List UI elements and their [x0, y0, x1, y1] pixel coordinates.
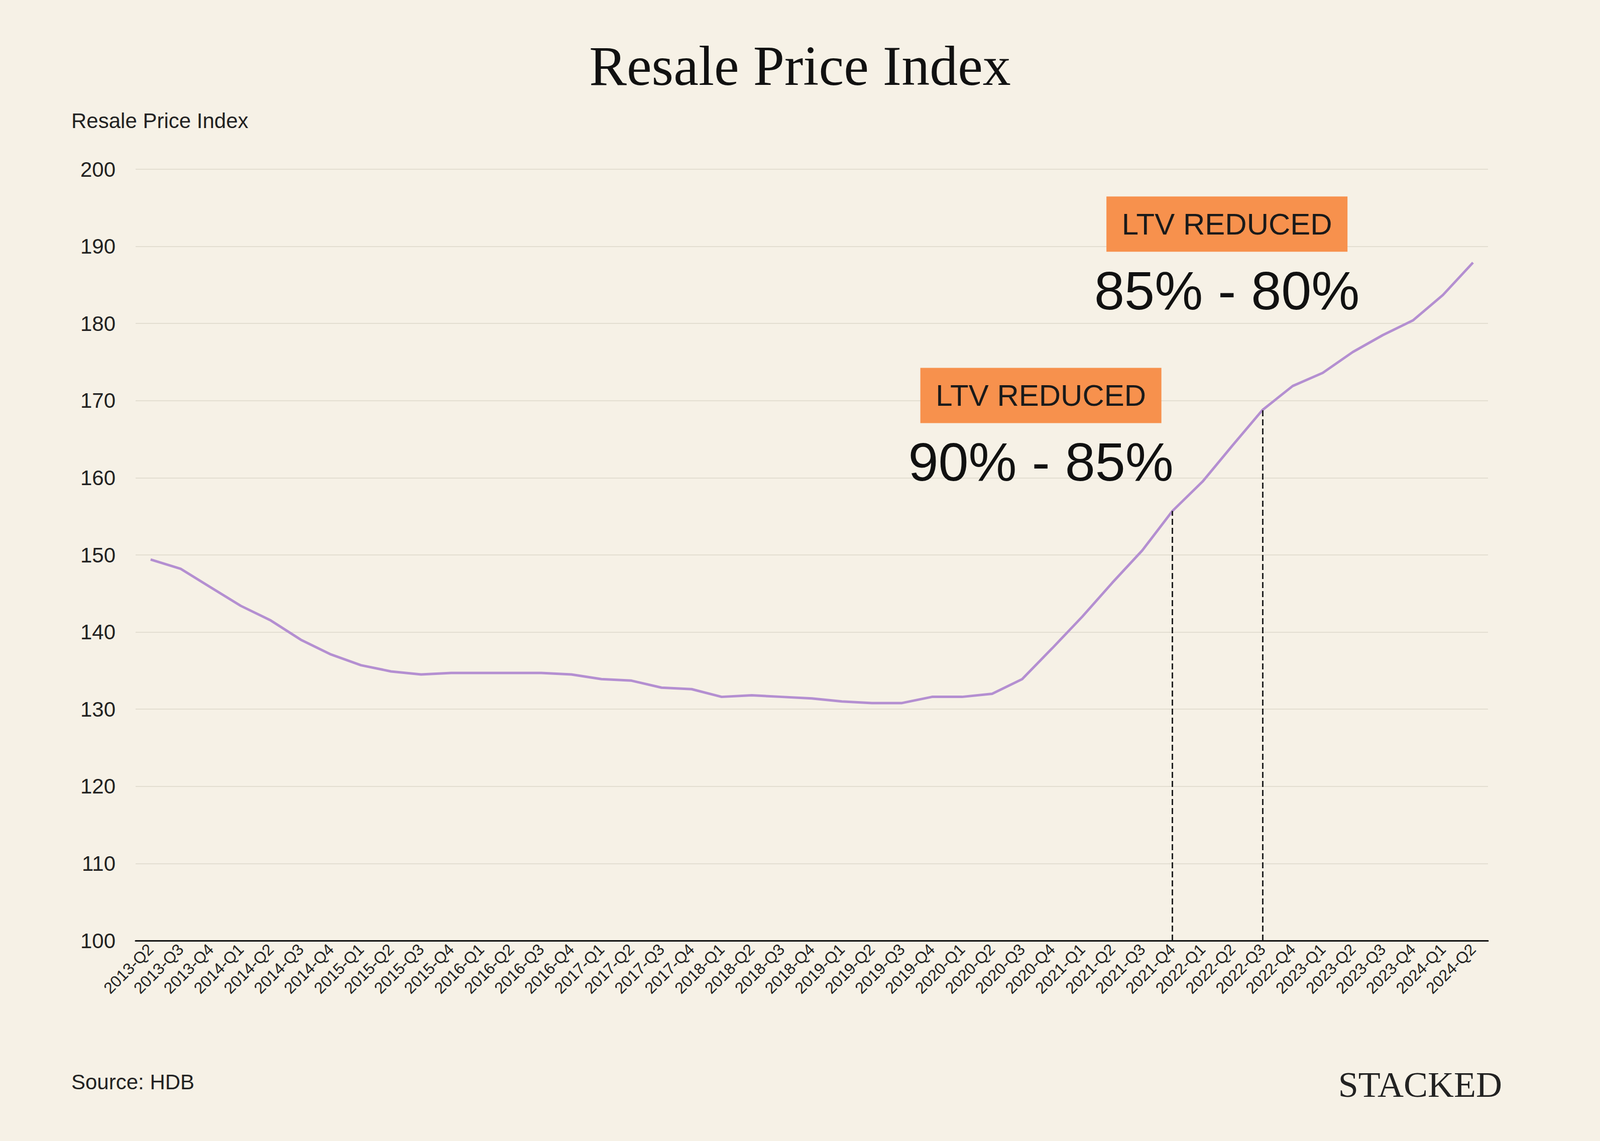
svg-text:2024-Q2: 2024-Q2 [1422, 940, 1479, 997]
svg-text:2023-Q3: 2023-Q3 [1332, 940, 1390, 998]
svg-text:200: 200 [80, 157, 116, 182]
svg-text:2022-Q2: 2022-Q2 [1181, 940, 1239, 998]
svg-text:STACKED: STACKED [1338, 1064, 1503, 1105]
svg-text:140: 140 [80, 620, 116, 644]
svg-text:2014-Q4: 2014-Q4 [280, 940, 338, 998]
svg-text:85% - 80%: 85% - 80% [1094, 260, 1360, 321]
svg-text:2016-Q3: 2016-Q3 [490, 940, 548, 998]
svg-text:150: 150 [80, 543, 116, 567]
svg-text:100: 100 [80, 929, 116, 953]
svg-text:2015-Q4: 2015-Q4 [400, 940, 458, 998]
svg-text:2020-Q3: 2020-Q3 [971, 940, 1029, 998]
svg-text:2016-Q2: 2016-Q2 [460, 940, 518, 998]
svg-text:2017-Q3: 2017-Q3 [610, 940, 668, 998]
svg-text:2021-Q4: 2021-Q4 [1121, 940, 1179, 998]
svg-text:2018-Q2: 2018-Q2 [701, 940, 759, 998]
svg-text:2017-Q2: 2017-Q2 [580, 940, 638, 998]
svg-text:2015-Q2: 2015-Q2 [340, 940, 398, 998]
svg-text:2018-Q4: 2018-Q4 [761, 940, 819, 998]
svg-text:2024-Q1: 2024-Q1 [1392, 940, 1450, 998]
svg-text:2015-Q1: 2015-Q1 [310, 940, 368, 998]
svg-text:2019-Q4: 2019-Q4 [881, 940, 939, 998]
svg-text:Resale Price Index: Resale Price Index [589, 34, 1011, 97]
svg-text:2018-Q3: 2018-Q3 [731, 940, 789, 998]
svg-text:2013-Q4: 2013-Q4 [160, 940, 218, 998]
svg-text:2019-Q1: 2019-Q1 [791, 940, 849, 998]
svg-text:2016-Q4: 2016-Q4 [520, 940, 578, 998]
svg-text:110: 110 [81, 851, 116, 876]
svg-text:LTV REDUCED: LTV REDUCED [1121, 207, 1333, 242]
svg-text:2022-Q1: 2022-Q1 [1151, 940, 1209, 998]
svg-text:2013-Q3: 2013-Q3 [130, 940, 188, 998]
svg-text:Resale Price Index: Resale Price Index [71, 108, 249, 133]
svg-text:2013-Q2: 2013-Q2 [100, 940, 158, 998]
svg-text:2022-Q3: 2022-Q3 [1212, 940, 1270, 998]
svg-text:2023-Q4: 2023-Q4 [1362, 940, 1420, 998]
svg-text:Source: HDB: Source: HDB [71, 1070, 195, 1094]
svg-text:90% - 85%: 90% - 85% [907, 431, 1174, 493]
svg-text:2014-Q3: 2014-Q3 [250, 940, 308, 998]
svg-text:2021-Q2: 2021-Q2 [1061, 940, 1119, 998]
svg-text:130: 130 [80, 697, 116, 722]
svg-text:170: 170 [80, 388, 116, 413]
svg-text:2017-Q1: 2017-Q1 [550, 940, 608, 998]
svg-text:2020-Q1: 2020-Q1 [911, 940, 969, 998]
svg-text:LTV REDUCED: LTV REDUCED [935, 378, 1147, 413]
svg-text:2018-Q1: 2018-Q1 [671, 940, 729, 998]
svg-text:2020-Q4: 2020-Q4 [1001, 940, 1059, 998]
svg-text:2019-Q3: 2019-Q3 [851, 940, 909, 998]
svg-text:2023-Q1: 2023-Q1 [1272, 940, 1330, 998]
svg-text:2021-Q3: 2021-Q3 [1091, 940, 1149, 998]
svg-text:2016-Q1: 2016-Q1 [430, 940, 488, 998]
svg-text:2014-Q1: 2014-Q1 [190, 940, 248, 998]
svg-text:2014-Q2: 2014-Q2 [220, 940, 278, 998]
svg-text:2017-Q4: 2017-Q4 [641, 940, 699, 998]
svg-text:120: 120 [80, 774, 116, 798]
svg-text:2020-Q2: 2020-Q2 [941, 940, 999, 998]
svg-text:2022-Q4: 2022-Q4 [1242, 940, 1300, 998]
svg-text:2015-Q3: 2015-Q3 [370, 940, 428, 998]
svg-text:180: 180 [80, 311, 116, 336]
svg-text:190: 190 [80, 234, 116, 259]
svg-text:2023-Q2: 2023-Q2 [1302, 940, 1360, 998]
svg-text:2019-Q2: 2019-Q2 [821, 940, 879, 998]
svg-text:160: 160 [80, 466, 116, 490]
svg-text:2021-Q1: 2021-Q1 [1031, 940, 1089, 998]
